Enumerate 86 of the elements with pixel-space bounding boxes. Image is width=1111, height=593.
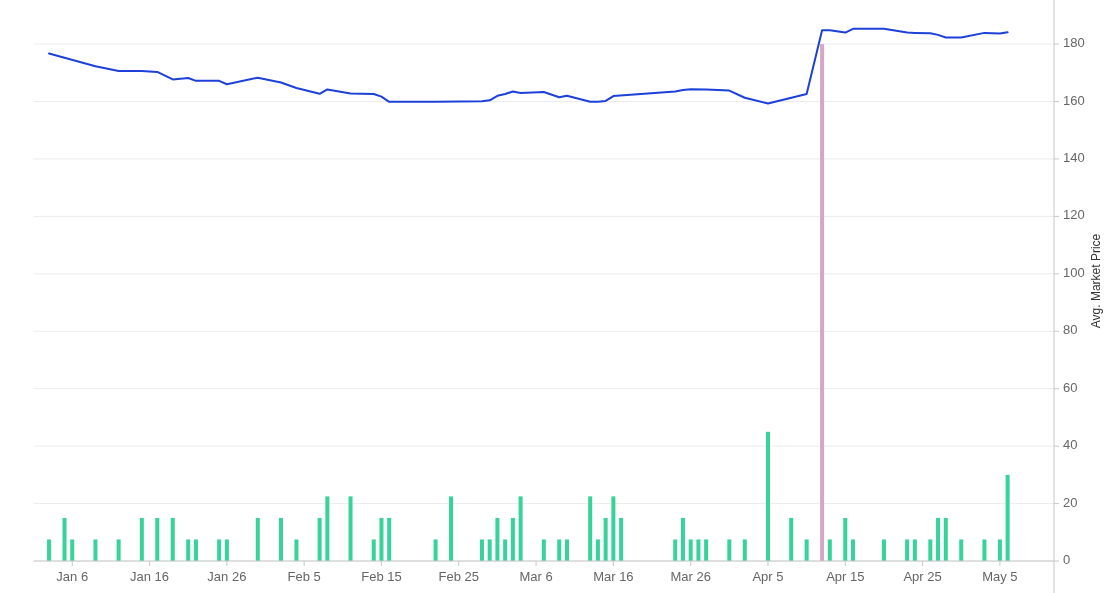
x-tick-label: Mar 26 — [670, 569, 711, 585]
x-tick-label: Jan 6 — [56, 569, 89, 585]
bar — [595, 539, 600, 561]
bar — [1005, 474, 1010, 561]
bar — [449, 496, 454, 561]
bar — [70, 539, 75, 561]
x-tick-label: Apr 25 — [903, 569, 942, 585]
y2-tick-label: 60 — [1063, 380, 1078, 396]
bar — [139, 517, 144, 561]
bar — [997, 539, 1002, 561]
bar — [278, 517, 283, 561]
bar — [47, 539, 52, 561]
bar — [928, 539, 933, 561]
bar — [765, 431, 770, 561]
bar — [611, 496, 616, 561]
bar — [789, 517, 794, 561]
bar — [255, 517, 260, 561]
bar — [827, 539, 832, 561]
y2-tick-label: 40 — [1063, 437, 1078, 453]
bar — [518, 496, 523, 561]
y2-axis-title: Avg. Market Price — [1089, 233, 1104, 329]
bar — [959, 539, 964, 561]
bar — [564, 539, 569, 561]
bar — [317, 517, 322, 561]
bar — [93, 539, 98, 561]
bar — [588, 496, 593, 561]
bar — [325, 496, 330, 561]
bar — [943, 517, 948, 561]
bar — [688, 539, 693, 561]
y2-tick-label: 80 — [1063, 322, 1078, 338]
bar — [116, 539, 121, 561]
bar — [936, 517, 941, 561]
bar — [433, 539, 438, 561]
bar — [294, 539, 299, 561]
bar — [843, 517, 848, 561]
y2-tick-label: 100 — [1063, 265, 1085, 281]
bar — [603, 517, 608, 561]
line-series — [48, 27, 1009, 105]
bar — [557, 539, 562, 561]
x-tick-label: Feb 15 — [361, 569, 402, 585]
bar — [696, 539, 701, 561]
x-tick-label: Jan 16 — [130, 569, 170, 585]
x-tick-label: Apr 5 — [752, 569, 784, 585]
bar — [742, 539, 747, 561]
bar — [905, 539, 910, 561]
bar — [912, 539, 917, 561]
y2-tick-label: 180 — [1063, 35, 1085, 51]
y2-tick-label: 20 — [1063, 495, 1078, 510]
bar — [804, 539, 809, 561]
bar — [727, 539, 732, 561]
y2-tick-label: 160 — [1063, 92, 1085, 108]
bar — [495, 517, 500, 561]
x-tick-label: Mar 16 — [593, 569, 634, 585]
bar — [503, 539, 508, 561]
bar — [487, 539, 492, 561]
x-tick-label: Apr 15 — [826, 569, 865, 585]
bar — [982, 539, 987, 561]
y2-tick-label: 140 — [1063, 150, 1085, 166]
bar — [510, 517, 515, 561]
bar — [881, 539, 886, 561]
bar — [170, 517, 175, 561]
bar — [704, 539, 709, 561]
y2-tick-label: 120 — [1063, 207, 1085, 223]
bar — [619, 517, 624, 561]
bar — [387, 517, 392, 561]
x-tick-label: Mar 6 — [519, 569, 553, 585]
bar — [348, 496, 353, 561]
bar — [193, 539, 198, 561]
bar — [155, 517, 160, 561]
bar — [541, 539, 546, 561]
bar — [820, 44, 825, 561]
bar — [224, 539, 229, 561]
x-tick-label: May 5 — [982, 569, 1018, 585]
bar — [62, 517, 67, 561]
bar — [680, 517, 685, 561]
bar — [371, 539, 376, 561]
x-tick-label: Feb 25 — [438, 569, 480, 585]
bar — [851, 539, 856, 561]
y2-tick-label: 0 — [1063, 552, 1071, 568]
bar — [479, 539, 484, 561]
bar — [379, 517, 384, 561]
bar — [217, 539, 222, 561]
bar — [186, 539, 191, 561]
x-tick-label: Jan 26 — [207, 569, 247, 585]
bar — [673, 539, 678, 561]
x-tick-label: Feb 5 — [287, 569, 321, 585]
